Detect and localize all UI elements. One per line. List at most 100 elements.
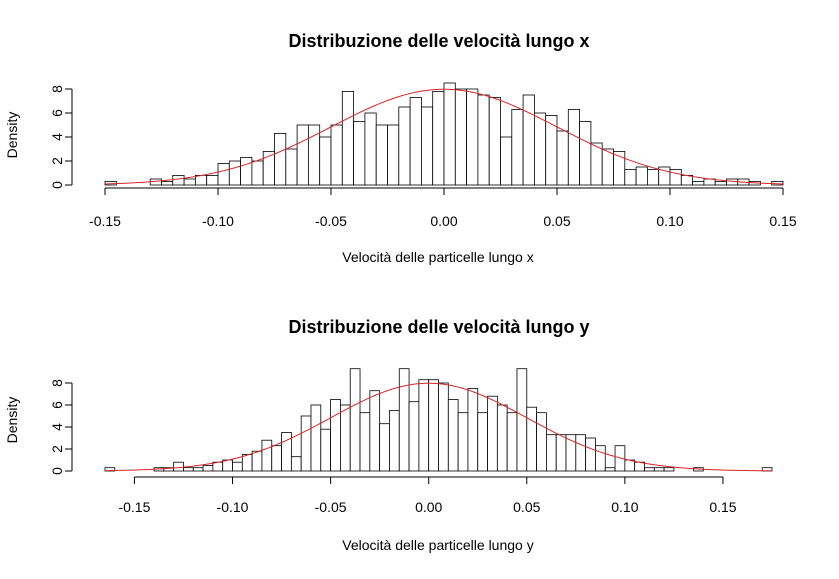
histogram-bar — [251, 160, 264, 186]
histogram-bar — [634, 461, 645, 472]
histogram-bar — [330, 124, 343, 186]
histogram-bar — [340, 404, 351, 472]
normal-curve-y — [104, 382, 773, 472]
histogram-bar — [511, 109, 524, 186]
histogram-bar — [212, 461, 224, 472]
x-tick-label: 0.00 — [430, 213, 457, 229]
y-tick-label: 2 — [49, 445, 65, 453]
histogram-bar — [692, 180, 705, 186]
histogram-bar — [173, 461, 184, 472]
x-tick-label: 0.15 — [709, 499, 736, 515]
histogram-bar — [202, 465, 214, 472]
histogram-bar — [590, 142, 603, 186]
x-tick-label: -0.05 — [315, 213, 347, 229]
histogram-bar — [349, 368, 361, 472]
histogram-bar — [240, 156, 253, 186]
histogram-bar — [194, 174, 208, 186]
histogram-bar — [526, 406, 537, 472]
histogram-bar — [296, 124, 309, 186]
x-axis-label-y: Velocità delle particelle lungo y — [342, 537, 533, 553]
histogram-bar — [644, 467, 655, 472]
histogram-bar — [669, 168, 682, 186]
histogram-bar — [506, 412, 518, 472]
histogram-bar — [595, 445, 606, 472]
histogram-bar — [635, 166, 648, 186]
histogram-bar — [488, 97, 501, 186]
histogram-bar — [624, 459, 636, 472]
panel-x: Distribuzione delle velocità lungo x Vel… — [4, 31, 797, 265]
histogram-bar — [222, 459, 233, 472]
x-tick-label: -0.10 — [217, 499, 249, 515]
histogram-bar — [604, 467, 616, 472]
histogram-bar — [408, 401, 420, 472]
histogram-bar — [601, 148, 614, 186]
histogram-bar — [398, 368, 410, 472]
histogram-bar — [319, 136, 332, 186]
histogram-bar — [653, 467, 665, 472]
x-tick-label: 0.00 — [415, 499, 442, 515]
histogram-bar — [183, 467, 194, 472]
histogram-bar — [516, 368, 528, 472]
histogram-bar — [647, 168, 660, 186]
x-axis-y: -0.15 -0.10 -0.05 0.00 0.05 0.10 0.15 — [118, 476, 737, 515]
histogram-bar — [300, 415, 312, 472]
y-axis-label-y: Density — [4, 397, 20, 444]
histogram-bar — [320, 428, 332, 472]
histogram-bar — [310, 404, 322, 472]
histogram-bar — [467, 388, 479, 472]
x-tick-label: -0.15 — [118, 499, 150, 515]
histogram-bar — [546, 434, 557, 472]
y-tick-label: 4 — [49, 423, 65, 431]
histogram-bar — [454, 88, 467, 186]
histogram-bar — [447, 399, 459, 472]
histogram-bar — [330, 399, 341, 472]
histogram-bar — [579, 121, 592, 186]
histogram-bar — [341, 91, 354, 186]
histogram-bar — [432, 91, 445, 186]
histogram-bar — [387, 124, 400, 186]
x-tick-label: -0.15 — [89, 213, 121, 229]
histogram-bar — [522, 94, 535, 186]
histogram-bar — [183, 178, 196, 186]
histogram-bar — [536, 412, 547, 472]
histogram-bar — [438, 382, 449, 472]
histogram-bar — [290, 456, 302, 472]
histogram-bar — [714, 180, 727, 186]
histogram-bar — [261, 439, 273, 472]
x-tick-label: 0.15 — [769, 213, 796, 229]
histogram-bar — [500, 136, 513, 186]
y-tick-label: 8 — [49, 85, 65, 93]
histogram-bar — [487, 395, 498, 472]
histogram-bar — [409, 97, 422, 186]
x-tick-label: -0.05 — [315, 499, 347, 515]
histogram-bar — [477, 94, 490, 186]
histogram-bar — [428, 379, 439, 472]
histogram-bar — [613, 150, 626, 186]
histogram-bar — [251, 450, 263, 472]
histogram-bar — [398, 106, 411, 186]
y-tick-label: 8 — [49, 379, 65, 387]
histogram-bar — [217, 162, 230, 186]
x-tick-label: 0.05 — [543, 213, 570, 229]
histogram-bar — [161, 180, 174, 186]
histogram-bar — [379, 423, 390, 472]
histogram-bar — [353, 121, 366, 186]
chart-title-y: Distribuzione delle velocità lungo y — [288, 317, 589, 337]
normal-curve-x — [104, 88, 784, 185]
histogram-bar — [172, 174, 185, 186]
histogram-bar — [271, 445, 282, 472]
histogram-bar — [228, 160, 242, 186]
x-tick-label: 0.05 — [513, 499, 540, 515]
y-tick-label: 6 — [49, 401, 65, 409]
histogram-bar — [418, 379, 430, 472]
histogram-bar — [534, 112, 547, 186]
histogram-bar — [241, 454, 253, 472]
y-axis-x: 0 2 4 6 8 — [49, 85, 73, 189]
histogram-bar — [369, 390, 381, 472]
histogram-bar — [420, 106, 434, 186]
histogram-bar — [192, 467, 204, 472]
histogram-bar — [443, 82, 456, 186]
y-tick-label: 0 — [49, 181, 65, 189]
y-tick-label: 6 — [49, 109, 65, 117]
